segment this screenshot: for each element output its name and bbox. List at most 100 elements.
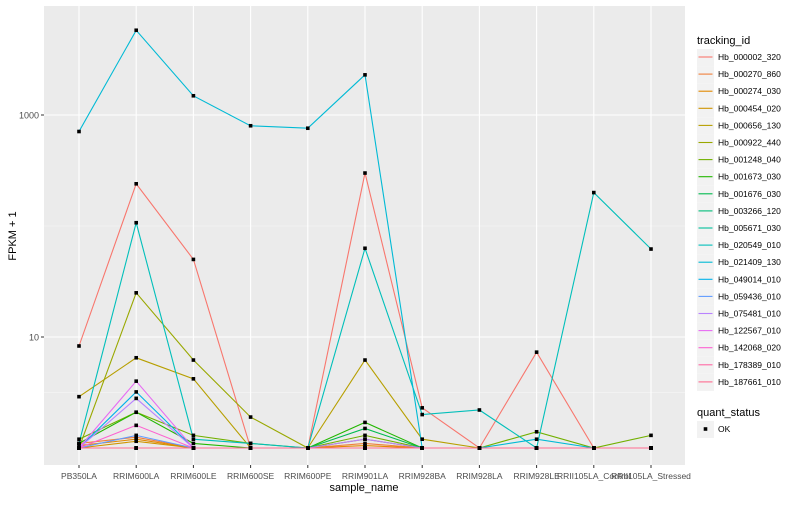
data-point — [534, 437, 539, 442]
data-point — [191, 358, 196, 362]
data-point — [191, 377, 196, 381]
data-point — [363, 443, 367, 448]
data-point — [420, 437, 424, 442]
data-point — [77, 443, 81, 448]
data-point — [477, 408, 482, 412]
legend-label: Hb_142068_020 — [718, 343, 781, 353]
data-point — [248, 123, 253, 128]
data-point — [134, 446, 138, 450]
legend-label: Hb_000454_020 — [718, 103, 781, 113]
x-tick-label: RRIM901LA — [342, 471, 389, 481]
x-axis-title: sample_name — [329, 482, 398, 494]
data-point — [248, 441, 253, 446]
legend-label: Hb_000656_130 — [718, 120, 781, 130]
data-point — [191, 437, 196, 442]
legend-label: Hb_187661_010 — [718, 377, 781, 387]
data-point — [534, 446, 539, 450]
x-tick-label: RRIM928LE — [513, 471, 560, 481]
data-point — [649, 247, 653, 251]
legend-label: Hb_020549_010 — [718, 240, 781, 250]
x-tick-label: RRIM928BA — [399, 471, 447, 481]
data-point — [77, 344, 81, 348]
y-axis: 10 1000 — [19, 111, 44, 343]
legend-label: Hb_075481_010 — [718, 309, 781, 319]
data-point — [134, 379, 138, 383]
data-point — [248, 446, 253, 450]
data-point — [420, 406, 424, 410]
y-tick-label: 10 — [29, 333, 39, 343]
data-point — [534, 429, 539, 434]
data-point — [134, 396, 138, 401]
data-point — [134, 181, 138, 186]
data-point — [77, 441, 81, 446]
data-point — [134, 291, 138, 295]
shape-legend-title: quant_status — [697, 407, 760, 419]
x-tick-label: RRIM600SE — [227, 471, 275, 481]
data-point — [420, 446, 424, 450]
data-point — [134, 355, 138, 360]
data-point — [592, 190, 596, 195]
data-point — [363, 171, 367, 175]
x-tick-label: RRIM600PE — [284, 471, 332, 481]
legend-label: Hb_049014_010 — [718, 274, 781, 284]
data-point — [77, 437, 81, 442]
grid-major — [44, 6, 685, 465]
legend-label: Hb_000274_030 — [718, 86, 781, 96]
legend-label: Hb_001673_030 — [718, 172, 781, 182]
data-point — [363, 73, 367, 77]
data-point — [306, 446, 310, 450]
data-point — [420, 412, 424, 417]
data-point — [649, 446, 653, 450]
x-tick-label: RRII105LA_Stressed — [611, 471, 691, 481]
data-point — [134, 435, 138, 440]
legend-label: Hb_000922_440 — [718, 138, 781, 148]
data-point — [649, 433, 653, 438]
legend-label: Hb_059436_010 — [718, 291, 781, 301]
legend-label: Hb_122567_010 — [718, 326, 781, 336]
data-point — [363, 446, 367, 450]
legend: tracking_id Hb_000002_320Hb_000270_860Hb… — [697, 35, 781, 438]
series-points — [77, 28, 653, 450]
legend-label: Hb_005671_030 — [718, 223, 781, 233]
data-point — [363, 441, 367, 446]
legend-items: Hb_000002_320 Hb_000270_860 Hb_000274_030 H… — [697, 49, 781, 391]
legend-label: Hb_000270_860 — [718, 69, 781, 79]
legend-label: Hb_178389_010 — [718, 360, 781, 370]
data-point — [134, 220, 138, 225]
data-point — [134, 433, 138, 438]
x-tick-label: RRII105LA_Control — [557, 471, 631, 481]
legend-label: Hb_001248_040 — [718, 155, 781, 165]
x-tick-label: RRIM928LA — [456, 471, 503, 481]
x-tick-label: PB350LA — [61, 471, 97, 481]
legend-label: Hb_021409_130 — [718, 257, 781, 267]
data-point — [191, 441, 196, 446]
data-point — [248, 415, 253, 419]
y-axis-title: FPKM + 1 — [7, 211, 19, 260]
data-point — [134, 423, 138, 428]
data-point — [534, 350, 539, 354]
data-point — [134, 437, 138, 442]
data-point — [306, 126, 310, 131]
legend-title: tracking_id — [697, 35, 750, 47]
x-axis: PB350LA RRIM600LA RRIM600LE RRIM600SE RRIM60… — [61, 465, 691, 481]
data-point — [77, 129, 81, 134]
data-point — [363, 433, 367, 438]
data-point — [363, 426, 367, 431]
data-point — [363, 358, 367, 362]
shape-legend-point — [703, 427, 708, 431]
shape-legend-items: OK — [697, 421, 731, 438]
data-point — [592, 446, 596, 450]
x-tick-label: RRIM600LA — [113, 471, 160, 481]
y-tick-label: 1000 — [19, 111, 39, 121]
legend-label: Hb_000002_320 — [718, 52, 781, 62]
data-point — [363, 437, 367, 442]
data-point — [477, 446, 482, 450]
data-point — [191, 257, 196, 262]
data-point — [134, 410, 138, 415]
shape-legend-label: OK — [718, 424, 731, 434]
legend-label: Hb_001676_030 — [718, 189, 781, 199]
data-point — [134, 439, 138, 444]
data-point — [134, 28, 138, 33]
data-point — [191, 93, 196, 98]
